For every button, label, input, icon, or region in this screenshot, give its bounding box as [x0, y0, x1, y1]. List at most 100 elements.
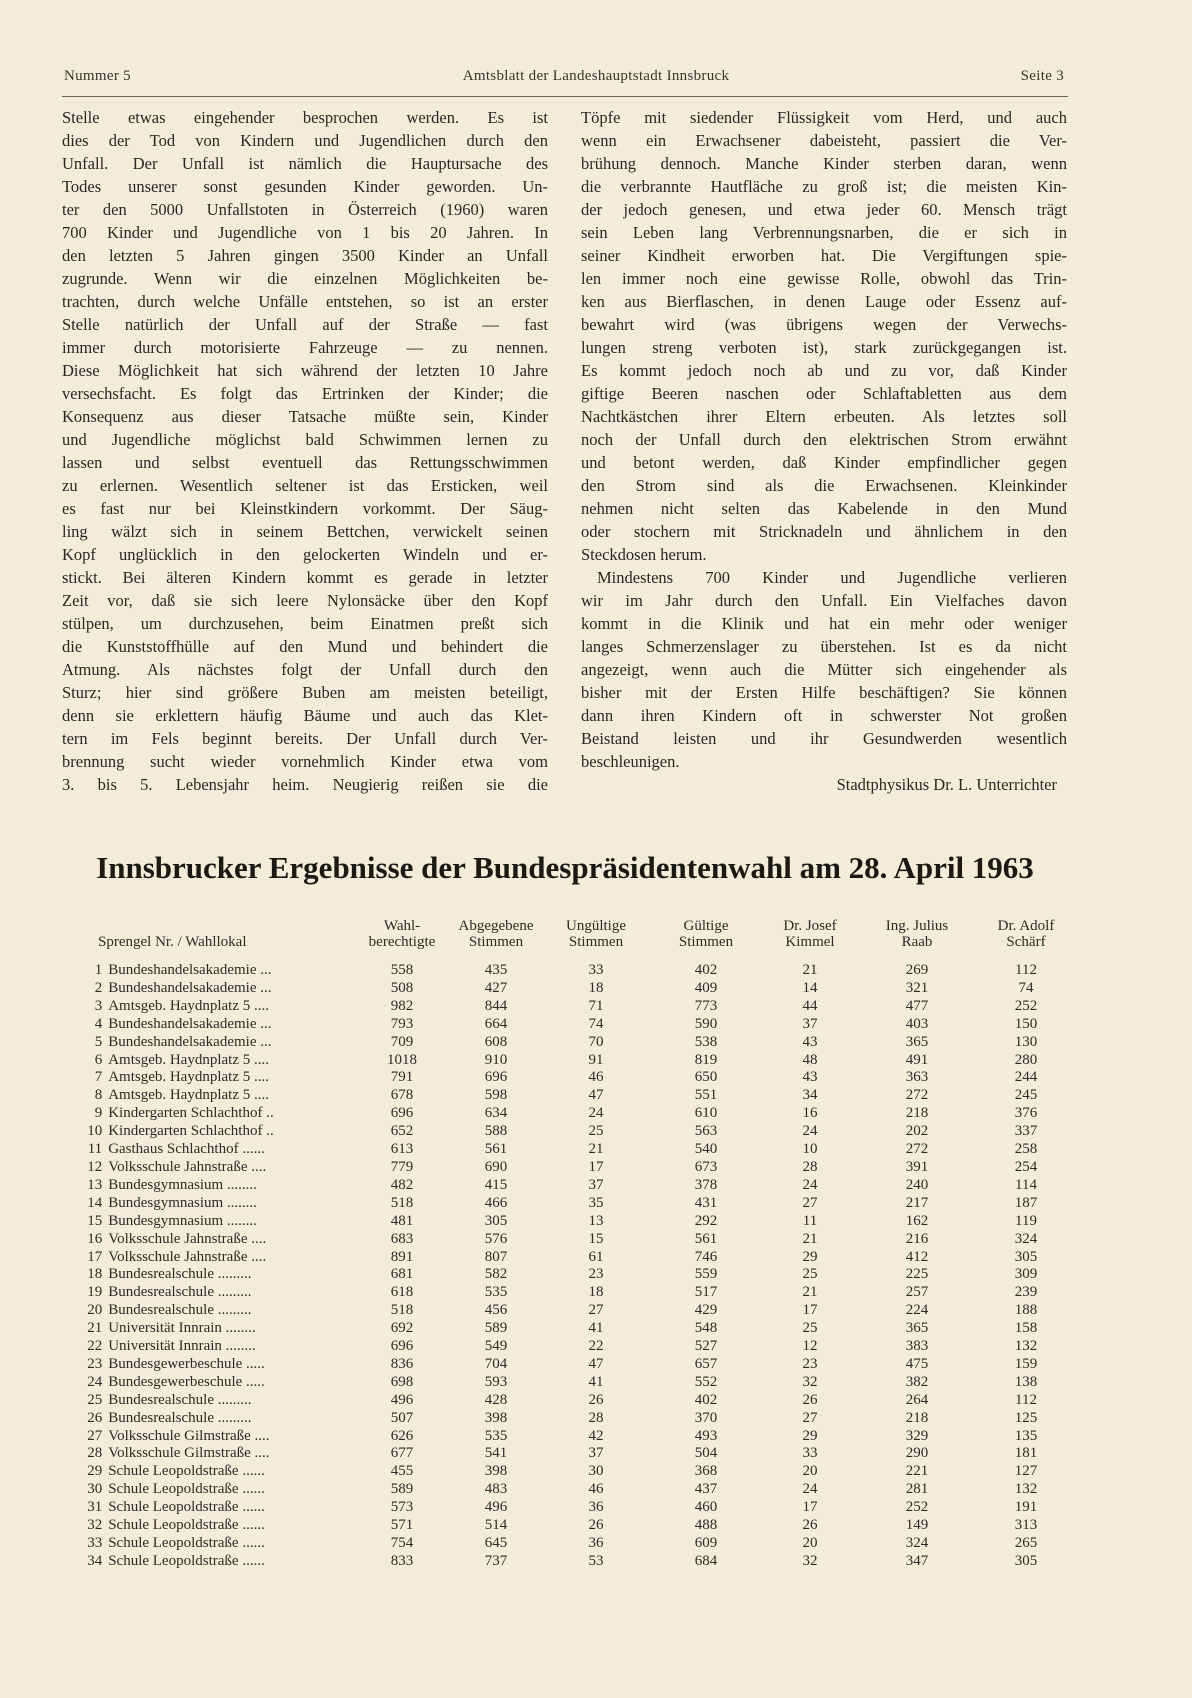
vote-count: 698 [390, 1373, 414, 1390]
column-header-line: Ing. Julius [885, 918, 949, 934]
district-number: 28 [87, 1445, 103, 1462]
vote-count: 514 [484, 1517, 508, 1534]
vote-count: 258 [1014, 1141, 1038, 1158]
vote-count: 305 [484, 1212, 508, 1229]
table-row: 14 Bundesgymnasium ........ 518 466 35 431 27 2… [78, 1195, 1076, 1213]
table-row: 22 Universität Innrain ........ 696 549 22 52… [78, 1338, 1076, 1356]
table-row: 13 Bundesgymnasium ........ 482 415 37 378 24 2… [78, 1177, 1076, 1195]
vote-count: 481 [390, 1212, 414, 1229]
vote-count: 324 [1014, 1230, 1038, 1247]
vote-count: 692 [390, 1320, 414, 1337]
vote-count: 10 [802, 1141, 818, 1158]
polling-station: Amtsgeb. Haydnplatz 5 .... [108, 1087, 269, 1104]
vote-count: 590 [694, 1015, 718, 1032]
text-line: und betont werden, daß Kinder empfindlic… [581, 453, 1067, 472]
vote-count: 321 [905, 979, 929, 996]
vote-count: 673 [694, 1158, 718, 1175]
vote-count: 27 [588, 1302, 604, 1319]
vote-count: 496 [390, 1391, 414, 1408]
vote-count: 21 [802, 962, 818, 978]
district-number: 10 [87, 1123, 103, 1140]
vote-count: 608 [484, 1033, 508, 1050]
vote-count: 690 [484, 1158, 508, 1175]
vote-count: 313 [1014, 1517, 1038, 1534]
vote-count: 269 [905, 962, 929, 978]
polling-station: Bundesrealschule ......... [108, 1409, 252, 1426]
vote-count: 833 [390, 1552, 414, 1569]
table-row: 29 Schule Leopoldstraße ...... 455 398 30 368… [78, 1463, 1076, 1481]
vote-count: 650 [694, 1069, 718, 1086]
vote-count: 281 [905, 1481, 929, 1498]
polling-station: Schule Leopoldstraße ...... [108, 1499, 265, 1516]
table-row: 8 Amtsgeb. Haydnplatz 5 .... 678 598 47 551 34… [78, 1087, 1076, 1105]
polling-station: Bundeshandelsakademie ... [108, 962, 272, 978]
vote-count: 610 [694, 1105, 718, 1122]
table-row: 24 Bundesgewerbeschule ..... 698 593 41 552 32… [78, 1374, 1076, 1392]
text-line: nehmen nicht selten das Kabelende in den… [581, 499, 1067, 518]
column-header-line: berechtigte [368, 934, 436, 950]
text-line: Zeit vor, daß sie sich leere Nylonsäcke … [62, 591, 548, 610]
district-number: 24 [87, 1373, 103, 1390]
vote-count: 127 [1014, 1463, 1038, 1480]
vote-count: 347 [905, 1552, 929, 1569]
text-line: dann ihren Kindern oft in schwerster Not… [581, 706, 1067, 725]
text-line: zugrunde. Wenn wir die einzelnen Möglich… [62, 269, 548, 288]
vote-count: 74 [1018, 979, 1034, 996]
vote-count: 61 [588, 1248, 604, 1265]
vote-count: 398 [484, 1409, 508, 1426]
vote-count: 460 [694, 1499, 718, 1516]
column-header-line: Schärf [1006, 934, 1046, 950]
vote-count: 548 [694, 1320, 718, 1337]
vote-count: 593 [484, 1373, 508, 1390]
vote-count: 504 [694, 1445, 718, 1462]
vote-count: 589 [484, 1320, 508, 1337]
polling-station: Schule Leopoldstraße ...... [108, 1517, 265, 1534]
vote-count: 218 [905, 1409, 929, 1426]
vote-count: 779 [390, 1158, 414, 1175]
vote-count: 36 [588, 1499, 604, 1516]
vote-count: 429 [694, 1302, 718, 1319]
vote-count: 437 [694, 1481, 718, 1498]
vote-count: 696 [390, 1338, 414, 1355]
column-header-line: Wahl- [383, 918, 421, 934]
vote-count: 24 [802, 1481, 818, 1498]
text-line: Mindestens 700 Kinder und Jugendliche ve… [597, 568, 1067, 587]
vote-count: 456 [484, 1302, 508, 1319]
vote-count: 32 [802, 1373, 818, 1390]
text-line: immer durch motorisierte Fahrzeuge — zu … [62, 338, 548, 357]
vote-count: 576 [484, 1230, 508, 1247]
polling-station: Universität Innrain ........ [108, 1338, 256, 1355]
vote-count: 272 [905, 1141, 929, 1158]
table-header-row: Sprengel Nr. / Wahllokal Wahl-berechtigte… [78, 918, 1076, 962]
table-row: 4 Bundeshandelsakademie ... 793 664 74 590 37 4… [78, 1016, 1076, 1034]
text-line: kommt in die Klinik und hat ein mehr ode… [581, 614, 1067, 633]
district-number: 22 [87, 1338, 103, 1355]
table-row: 18 Bundesrealschule ......... 681 582 23 559 2… [78, 1266, 1076, 1284]
column-header-line: Sprengel Nr. / Wahllokal [98, 934, 247, 950]
column-header-line: Stimmen [568, 934, 624, 950]
vote-count: 42 [588, 1427, 604, 1444]
vote-count: 33 [802, 1445, 818, 1462]
vote-count: 398 [484, 1463, 508, 1480]
vote-count: 26 [588, 1391, 604, 1408]
text-line: Atmung. Als nächstes folgt der Unfall du… [62, 660, 548, 679]
text-line: wenn ein Erwachsener dabeisteht, passier… [581, 131, 1067, 150]
page-number: Seite 3 [1020, 68, 1064, 84]
vote-count: 1018 [387, 1051, 417, 1068]
vote-count: 245 [1014, 1087, 1038, 1104]
polling-station: Amtsgeb. Haydnplatz 5 .... [108, 1069, 269, 1086]
district-number: 11 [87, 1141, 103, 1158]
polling-station: Bundeshandelsakademie ... [108, 1033, 272, 1050]
text-line: tern im Fels beginnt bereits. Der Unfall… [62, 729, 548, 748]
vote-count: 252 [905, 1499, 929, 1516]
vote-count: 807 [484, 1248, 508, 1265]
vote-count: 158 [1014, 1320, 1038, 1337]
vote-count: 135 [1014, 1427, 1038, 1444]
vote-count: 491 [905, 1051, 929, 1068]
vote-count: 202 [905, 1123, 929, 1140]
text-line: die verbrannte Hautfläche zu groß ist; d… [581, 177, 1067, 196]
vote-count: 305 [1014, 1552, 1038, 1569]
vote-count: 252 [1014, 997, 1038, 1014]
vote-count: 14 [802, 979, 818, 996]
vote-count: 559 [694, 1266, 718, 1283]
